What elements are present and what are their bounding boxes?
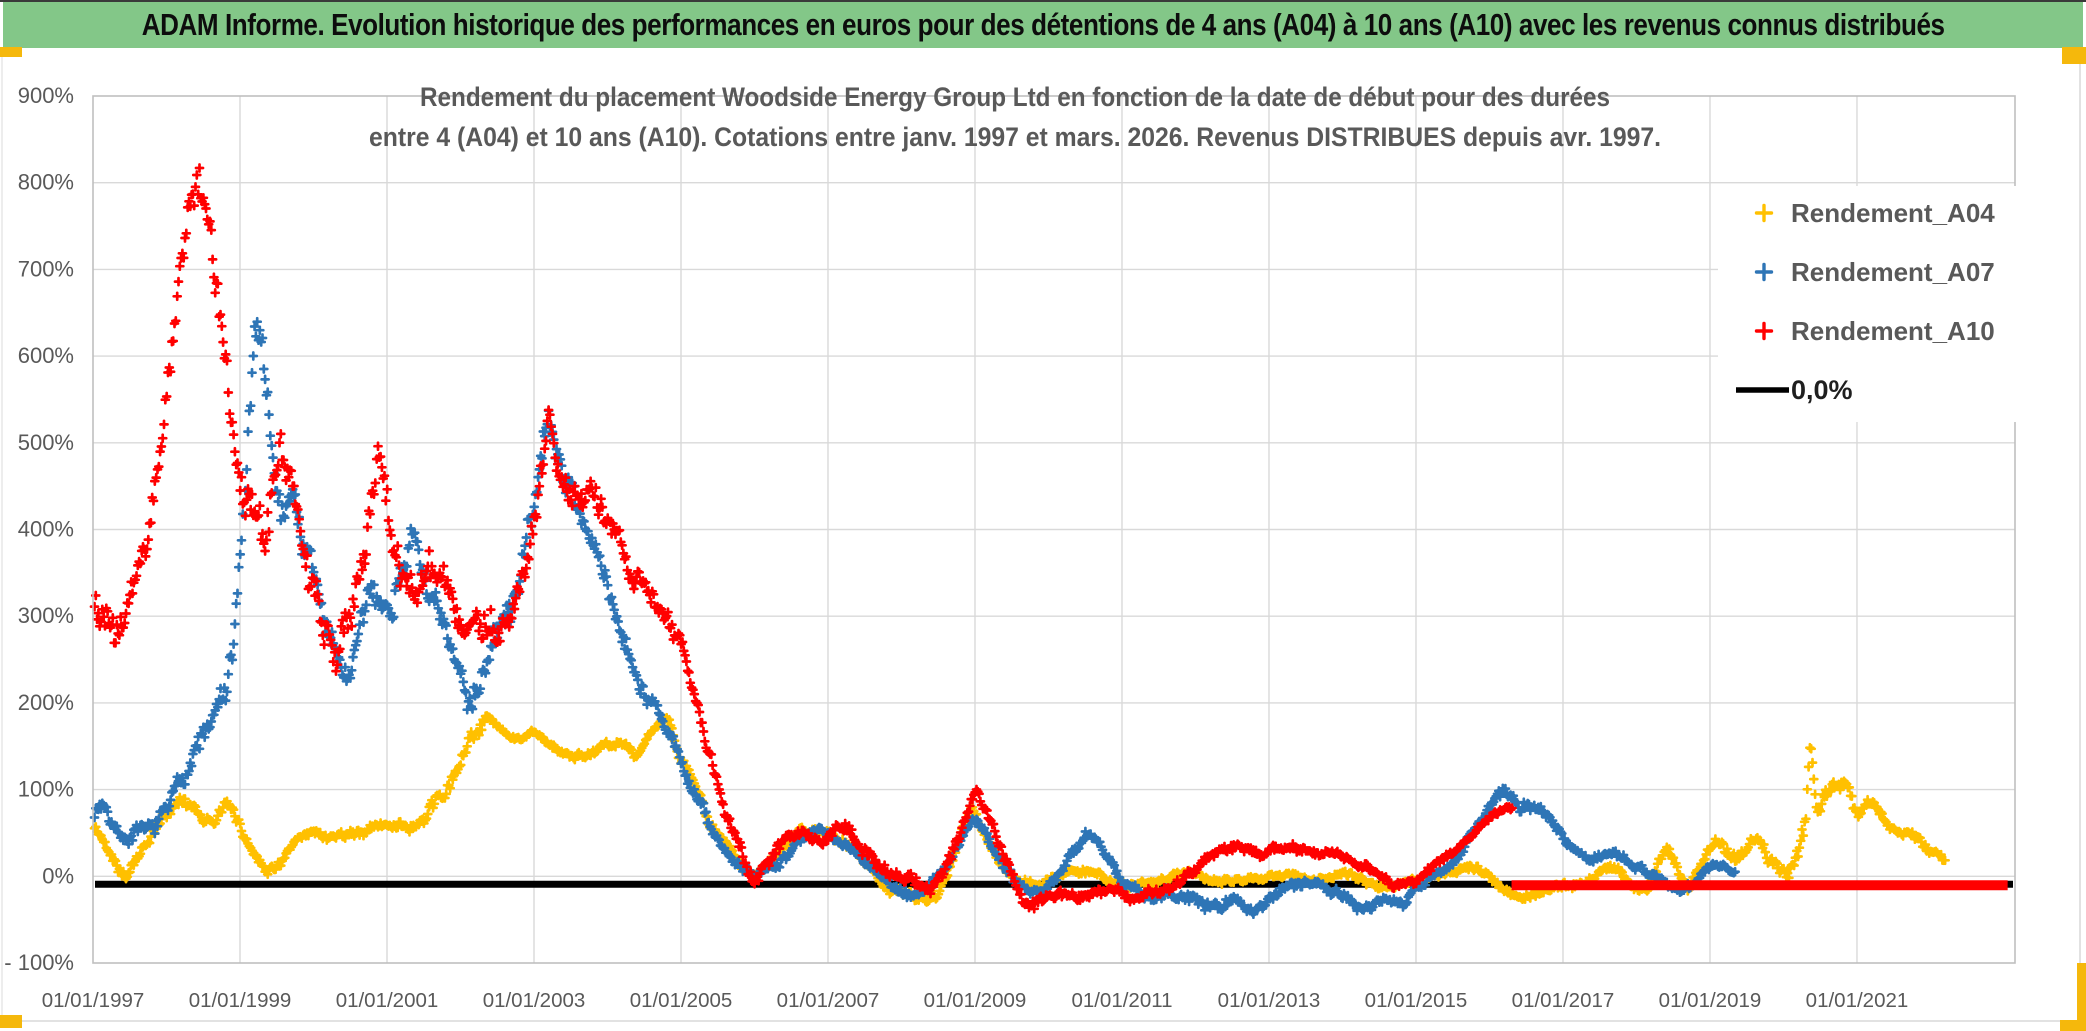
legend-markers <box>1736 203 1789 393</box>
x-tick-label: 01/01/2017 <box>1512 989 1615 1012</box>
y-tick-label: 800% <box>18 170 74 195</box>
legend-marker-rendement_a07 <box>1754 262 1774 282</box>
legend-marker-rendement_a04 <box>1754 203 1774 223</box>
x-tick-label: 01/01/2003 <box>483 989 586 1012</box>
axis-tick-labels: 900% 800% 700% 600% 500% 400% 300% 200% 100% 0% - … <box>4 83 1908 1012</box>
y-tick-label: 300% <box>18 603 74 628</box>
series-rendement_a10 <box>89 163 1517 914</box>
y-tick-label: 100% <box>18 777 74 802</box>
gold-corner-top-left <box>0 47 22 57</box>
chart-title-line2: entre 4 (A04) et 10 ans (A10). Cotations… <box>369 122 1661 152</box>
x-tick-label: 01/01/2007 <box>777 989 880 1012</box>
x-tick-label: 01/01/2021 <box>1806 989 1909 1012</box>
y-tick-label: 600% <box>18 343 74 368</box>
y-tick-label: - 100% <box>4 950 74 975</box>
page-title: ADAM Informe. Evolution historique des p… <box>141 7 1945 42</box>
legend-label-a10: Rendement_A10 <box>1791 316 1995 346</box>
x-tick-label: 01/01/1997 <box>42 989 145 1012</box>
header-bar: ADAM Informe. Evolution historique des p… <box>3 2 2083 48</box>
gold-edge-bottom-right <box>2077 963 2086 1031</box>
x-tick-label: 01/01/1999 <box>189 989 292 1012</box>
x-tick-label: 01/01/2005 <box>630 989 733 1012</box>
legend: Rendement_A04 Rendement_A07 Rendement_A1… <box>1718 186 2030 422</box>
chart-title-line1: Rendement du placement Woodside Energy G… <box>420 82 1610 112</box>
x-tick-label: 01/01/2015 <box>1365 989 1468 1012</box>
gridlines <box>93 96 2015 963</box>
scatter-series <box>89 163 2008 920</box>
y-tick-label: 500% <box>18 430 74 455</box>
legend-label-zero: 0,0% <box>1791 375 1853 405</box>
legend-background <box>1718 186 2030 422</box>
y-tick-label: 900% <box>18 83 74 108</box>
y-tick-label: 0% <box>42 863 74 888</box>
x-tick-label: 01/01/2013 <box>1218 989 1321 1012</box>
y-tick-label: 700% <box>18 256 74 281</box>
sheet-frame-left <box>1 56 3 1016</box>
y-tick-label: 200% <box>18 690 74 715</box>
top-border-line <box>0 0 2086 2</box>
sheet-frame-bottom <box>0 1020 2064 1022</box>
x-tick-label: 01/01/2009 <box>924 989 1027 1012</box>
gold-corner-bottom-right <box>2060 1020 2086 1031</box>
plot-border <box>92 95 2016 964</box>
legend-marker-rendement_a10 <box>1754 321 1774 341</box>
x-tick-label: 01/01/2011 <box>1071 989 1172 1012</box>
y-tick-label: 400% <box>18 517 74 542</box>
gold-corner-top-right <box>2062 47 2086 64</box>
x-tick-label: 01/01/2019 <box>1659 989 1762 1012</box>
gold-corner-bottom-left <box>0 1015 22 1028</box>
legend-label-a07: Rendement_A07 <box>1791 257 1995 287</box>
series-rendement_a07 <box>89 316 1740 920</box>
x-tick-label: 01/01/2001 <box>336 989 439 1012</box>
legend-label-a04: Rendement_A04 <box>1791 198 1995 228</box>
sheet-frame-right <box>2079 63 2081 966</box>
